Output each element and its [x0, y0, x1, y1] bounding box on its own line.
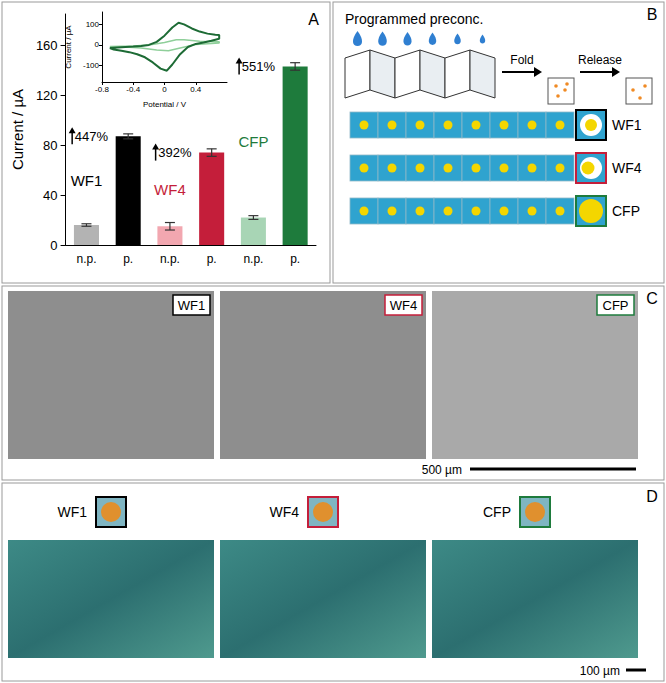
svg-text:551%: 551%	[242, 59, 276, 74]
svg-text:C: C	[646, 290, 658, 307]
svg-text:100: 100	[86, 20, 100, 29]
svg-text:CFP: CFP	[483, 504, 511, 520]
svg-text:A: A	[308, 11, 319, 28]
svg-text:Current / µA: Current / µA	[9, 89, 26, 170]
svg-text:-100: -100	[83, 61, 100, 70]
svg-text:WF4: WF4	[154, 181, 186, 198]
svg-text:447%: 447%	[75, 129, 109, 144]
svg-text:500 µm: 500 µm	[422, 463, 462, 477]
svg-text:-0.4: -0.4	[126, 85, 140, 94]
svg-text:n.p.: n.p.	[160, 252, 180, 266]
svg-text:0: 0	[95, 40, 100, 49]
svg-text:WF4: WF4	[390, 298, 417, 313]
svg-text:WF4: WF4	[269, 504, 299, 520]
svg-text:WF1: WF1	[612, 117, 642, 133]
svg-text:n.p.: n.p.	[243, 252, 263, 266]
svg-text:Programmed preconc.: Programmed preconc.	[345, 11, 484, 27]
svg-text:WF1: WF1	[71, 172, 103, 189]
svg-text:Potential / V: Potential / V	[143, 100, 187, 109]
svg-text:Current / µA: Current / µA	[64, 25, 73, 69]
svg-text:100 µm: 100 µm	[580, 664, 620, 678]
svg-text:0: 0	[50, 238, 57, 253]
svg-text:120: 120	[36, 88, 58, 103]
svg-text:0.4: 0.4	[190, 85, 202, 94]
svg-text:WF1: WF1	[57, 504, 87, 520]
svg-text:D: D	[646, 488, 658, 505]
svg-text:392%: 392%	[158, 145, 192, 160]
svg-text:CFP: CFP	[603, 298, 629, 313]
svg-text:CFP: CFP	[612, 203, 640, 219]
svg-text:160: 160	[36, 38, 58, 53]
svg-text:p.: p.	[290, 252, 300, 266]
svg-text:WF1: WF1	[178, 298, 205, 313]
svg-text:p.: p.	[123, 252, 133, 266]
svg-text:-0.8: -0.8	[95, 85, 109, 94]
svg-text:B: B	[647, 6, 658, 23]
svg-text:CFP: CFP	[238, 133, 268, 150]
svg-text:p.: p.	[207, 252, 217, 266]
svg-text:40: 40	[43, 188, 57, 203]
svg-text:80: 80	[43, 138, 57, 153]
svg-text:0: 0	[162, 85, 167, 94]
svg-text:n.p.: n.p.	[76, 252, 96, 266]
svg-text:Fold: Fold	[510, 53, 533, 67]
svg-text:Release: Release	[578, 53, 622, 67]
svg-text:WF4: WF4	[612, 160, 642, 176]
